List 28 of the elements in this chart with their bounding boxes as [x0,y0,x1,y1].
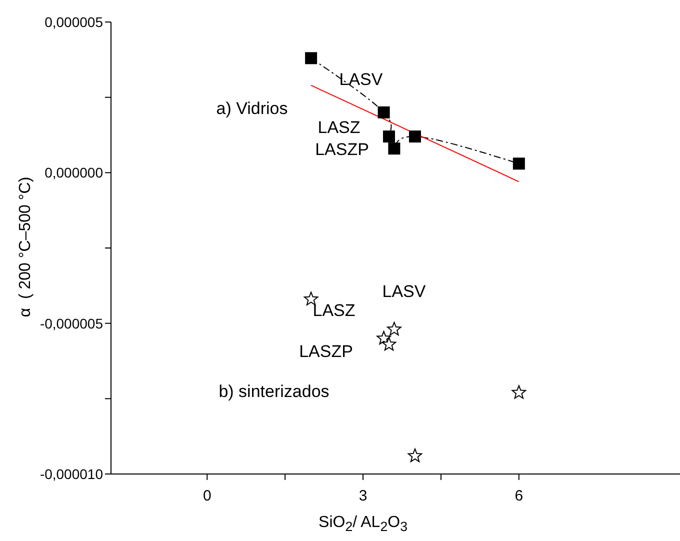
point [512,385,526,399]
point [305,52,318,64]
x-tick-label: 0 [202,488,212,505]
y-tick-label: 0,000000 [44,164,104,181]
annotation: LASZ [312,301,356,321]
point [388,142,400,155]
x-tick-label: 6 [514,488,524,505]
y-tick-label: -0,000010 [40,466,104,482]
annotation: b) sinterizados [218,382,330,402]
point [382,336,396,351]
annotation: a) Vidrios [216,99,288,119]
point [378,106,390,118]
annotation: LASZP [299,342,353,362]
x-axis-title: SiO$_{2}$/ AL$_{2}$O$_{3}$ [318,514,408,534]
point [512,158,525,170]
point [383,130,396,143]
point [408,130,421,143]
y-axis-title: α ( 200 °C–500 °C) [17,176,35,320]
annotation: LASZ [318,118,360,138]
annotation: LASV [382,282,426,302]
point [304,292,318,306]
annotation: LASZP [315,140,369,160]
point [408,448,422,462]
annotation: LASV [339,70,383,90]
x-tick-label: 3 [358,488,368,505]
y-tick-label: 0,000005 [44,14,104,30]
point [387,322,402,336]
y-tick-label: -0,000005 [40,315,104,332]
